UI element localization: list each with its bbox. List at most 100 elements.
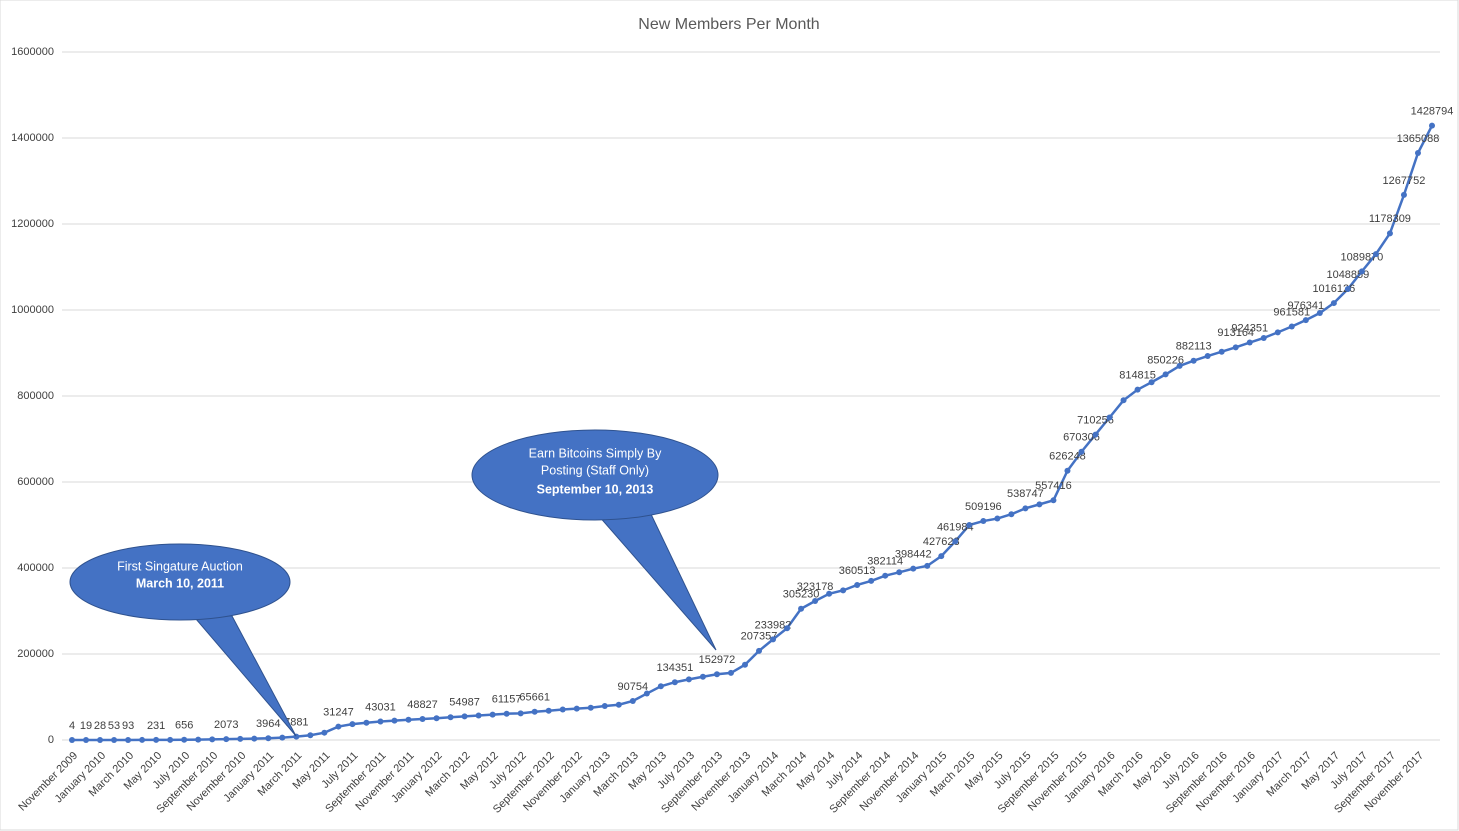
data-point <box>587 704 594 711</box>
data-point <box>1092 431 1099 438</box>
data-point <box>685 676 692 683</box>
data-label: 1089870 <box>1340 251 1383 263</box>
data-point <box>615 701 622 708</box>
y-tick-label: 400000 <box>17 562 54 574</box>
data-label: 305230 <box>783 589 820 601</box>
data-label: 382114 <box>867 556 903 568</box>
data-label: 43031 <box>365 701 396 713</box>
data-label: 850226 <box>1147 354 1184 366</box>
data-point <box>475 712 482 719</box>
data-point <box>657 683 664 690</box>
data-label: 53 <box>108 720 120 732</box>
data-point <box>307 732 314 739</box>
data-point <box>980 518 987 525</box>
data-label: 360513 <box>839 565 876 577</box>
data-point <box>629 697 636 704</box>
data-label: 134351 <box>657 662 694 674</box>
data-point <box>433 715 440 722</box>
data-point <box>1288 323 1295 330</box>
data-label: 976341 <box>1287 300 1324 312</box>
data-point <box>868 577 875 584</box>
data-label: 152972 <box>699 654 736 666</box>
data-label: 924351 <box>1231 322 1268 334</box>
data-point <box>938 553 945 560</box>
data-point <box>447 714 454 721</box>
data-point <box>1022 505 1029 512</box>
data-point <box>1148 379 1155 386</box>
data-point <box>1036 501 1043 508</box>
data-label: 31247 <box>323 706 354 718</box>
data-point <box>223 736 230 743</box>
data-point <box>489 711 496 718</box>
data-point <box>279 734 286 741</box>
data-point <box>419 716 426 723</box>
y-tick-label: 1200000 <box>11 218 54 230</box>
data-label: 882113 <box>1176 341 1212 353</box>
y-tick-label: 0 <box>48 734 54 746</box>
data-point <box>643 690 650 697</box>
data-point <box>798 605 805 612</box>
data-label: 509196 <box>965 501 1002 513</box>
data-label: 710256 <box>1077 414 1114 426</box>
data-point <box>321 729 328 736</box>
data-point <box>994 515 1001 522</box>
data-point <box>840 587 847 594</box>
data-point <box>1414 150 1421 157</box>
data-point <box>1078 448 1085 455</box>
data-label: 670306 <box>1063 432 1100 444</box>
data-point <box>699 673 706 680</box>
y-tick-label: 600000 <box>17 476 54 488</box>
data-point <box>924 562 931 569</box>
data-label: 1267752 <box>1383 175 1426 187</box>
data-point <box>1358 268 1365 275</box>
data-point <box>251 735 258 742</box>
data-label: 90754 <box>618 681 649 693</box>
data-label: 461984 <box>937 521 974 533</box>
data-point <box>896 569 903 576</box>
data-point <box>784 625 791 632</box>
data-point <box>405 716 412 723</box>
data-point <box>167 736 174 743</box>
data-point <box>1400 191 1407 198</box>
data-label: 207357 <box>741 631 778 643</box>
data-label: 398442 <box>895 549 932 561</box>
y-tick-label: 800000 <box>17 390 54 402</box>
data-label: 1365088 <box>1397 133 1440 145</box>
data-point <box>741 661 748 668</box>
data-point <box>1386 230 1393 237</box>
data-label: 961581 <box>1273 306 1310 318</box>
data-label: 61157 <box>492 694 522 706</box>
data-point <box>966 522 973 528</box>
data-label: 233982 <box>755 619 792 631</box>
data-point <box>770 636 777 643</box>
data-label: 656 <box>175 720 193 732</box>
y-tick-label: 200000 <box>17 648 54 660</box>
data-point <box>125 736 132 743</box>
data-point <box>503 710 510 717</box>
data-label: 28 <box>94 720 106 732</box>
data-label: 626248 <box>1049 451 1086 463</box>
data-point <box>1106 414 1113 421</box>
data-point <box>826 590 833 597</box>
data-point <box>97 736 104 743</box>
data-label: 814815 <box>1119 370 1156 382</box>
data-point <box>910 565 917 572</box>
data-label: 913164 <box>1217 327 1254 339</box>
data-point <box>1134 386 1141 393</box>
data-point <box>111 736 118 743</box>
data-point <box>545 707 552 714</box>
data-point <box>882 572 889 579</box>
data-label: 557416 <box>1035 480 1072 492</box>
data-point <box>153 736 160 743</box>
data-point <box>1274 329 1281 336</box>
data-label: 427623 <box>923 536 960 548</box>
data-point <box>1064 467 1071 474</box>
y-tick-label: 1400000 <box>11 132 54 144</box>
data-label: 4 <box>69 720 75 732</box>
data-label: 1048859 <box>1326 269 1369 281</box>
data-label: 1016126 <box>1312 283 1355 295</box>
data-label: 538747 <box>1007 488 1044 500</box>
data-point <box>391 717 398 724</box>
data-point <box>461 713 468 720</box>
